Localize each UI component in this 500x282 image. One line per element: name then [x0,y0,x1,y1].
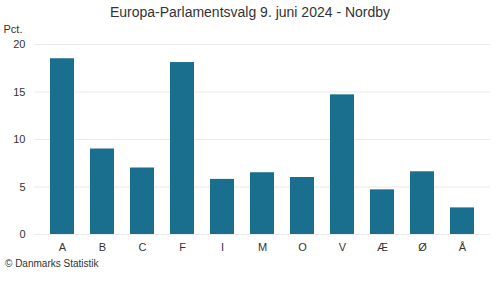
svg-text:F: F [179,241,186,253]
svg-text:B: B [99,241,106,253]
svg-text:M: M [258,241,267,253]
svg-text:20: 20 [13,38,25,50]
html-text:© Danmarks Statistik: © Danmarks Statistik [5,258,99,269]
svg-text:A: A [59,241,67,253]
svg-text:Æ: Æ [377,241,388,253]
svg-text:15: 15 [13,86,25,98]
svg-text:V: V [339,241,347,253]
svg-text:0: 0 [19,228,25,240]
svg-text:Ø: Ø [418,241,427,253]
html-text:Europa-Parlamentsvalg 9. juni: Europa-Parlamentsvalg 9. juni 2024 - Nor… [109,4,391,20]
svg-text:10: 10 [13,133,25,145]
svg-text:5: 5 [19,181,25,193]
svg-text:Pct.: Pct. [4,23,23,35]
svg-text:Å: Å [459,241,467,253]
svg-text:O: O [298,241,307,253]
svg-text:C: C [139,241,147,253]
svg-text:I: I [221,241,224,253]
